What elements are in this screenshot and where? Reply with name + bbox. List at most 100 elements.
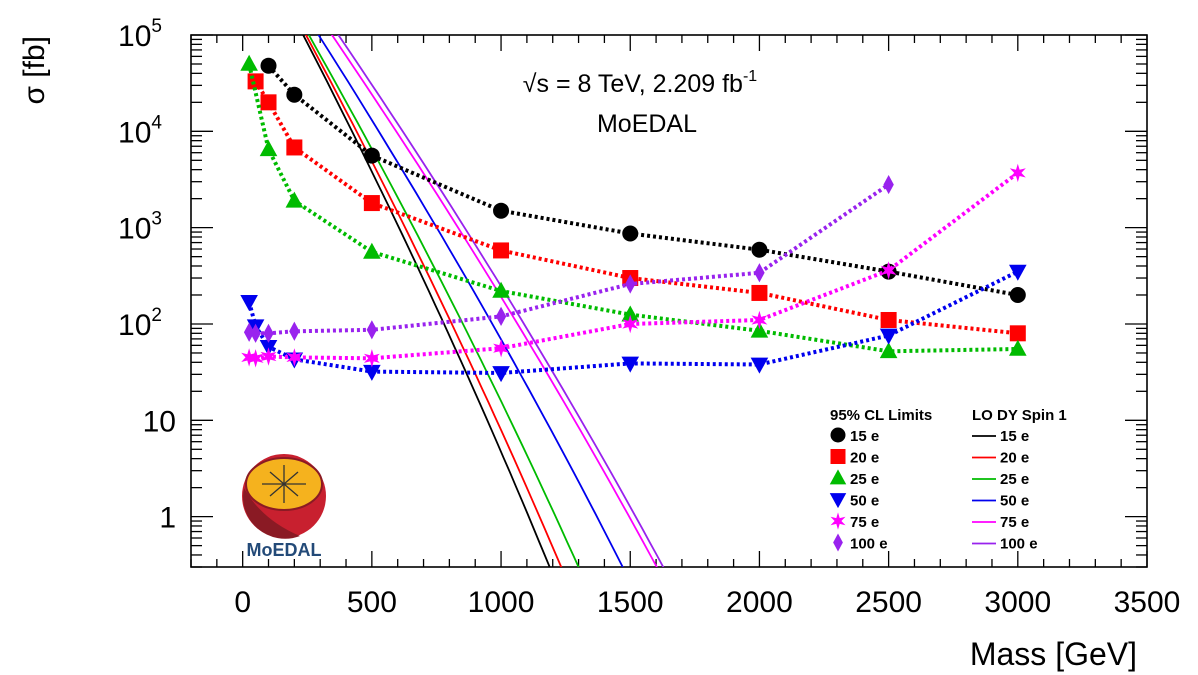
legend-left-title: 95% CL Limits <box>830 407 932 424</box>
y-tick-label-base: 10 <box>118 213 151 246</box>
legend-right-title: LO DY Spin 1 <box>972 407 1067 424</box>
energy-label-text: √s = 8 TeV, 2.209 fb <box>523 70 743 98</box>
theory-curve-20e <box>304 35 563 567</box>
marker-star <box>247 349 264 368</box>
marker-star <box>1009 163 1026 183</box>
marker-circle <box>622 225 639 242</box>
theory-curve-15e <box>302 35 551 567</box>
x-tick-label: 1000 <box>468 586 535 619</box>
experiment-label: MoEDAL <box>597 110 697 138</box>
marker-diamond <box>754 263 765 283</box>
marker-diamond <box>883 174 894 195</box>
marker-diamond <box>250 323 261 343</box>
marker-triangle-up <box>492 281 510 298</box>
theory-curve-25e <box>307 35 580 567</box>
legend-limit-label: 20 e <box>850 450 879 467</box>
series-line <box>248 171 1020 361</box>
marker-diamond <box>625 274 636 294</box>
marker-diamond <box>366 320 378 340</box>
marker-triangle-down <box>492 366 510 383</box>
logo-arrows-icon <box>262 465 306 503</box>
y-tick-label-base: 10 <box>118 116 151 149</box>
marker-triangle-up <box>621 305 640 322</box>
y-axis-label: σ [fb] <box>18 36 51 105</box>
marker-square <box>751 284 768 301</box>
theory-curves <box>302 35 665 567</box>
x-tick-label: 500 <box>347 586 397 619</box>
marker-triangle-up <box>829 469 847 485</box>
marker-triangle-up <box>750 321 769 338</box>
marker-square <box>363 195 380 212</box>
marker-triangle-down <box>621 356 640 373</box>
legend: 95% CL Limits LO DY Spin 1 15 e 15 e 20 e 2… <box>829 407 1067 553</box>
legend-limit-label: 75 e <box>850 514 879 531</box>
marker-square <box>247 73 264 90</box>
marker-star <box>286 348 303 367</box>
marker-diamond <box>833 533 843 552</box>
y-tick-label: 1 <box>159 502 176 535</box>
legend-limit-label: 50 e <box>850 493 879 510</box>
y-tick-label-exponent: 2 <box>151 305 162 326</box>
series-line <box>247 269 1019 376</box>
marker-triangle-up <box>240 54 258 71</box>
series-75e <box>241 163 1026 368</box>
legend-theory-label: 20 e <box>1000 450 1029 467</box>
marker-circle <box>286 86 303 103</box>
marker-star <box>260 347 277 366</box>
x-tick-label: 1500 <box>597 586 664 619</box>
marker-triangle-down <box>879 328 898 345</box>
marker-triangle-up <box>285 191 304 208</box>
legend-theory-label: 25 e <box>1000 471 1029 488</box>
energy-label: √s = 8 TeV, 2.209 fb-1 <box>523 68 757 98</box>
marker-circle <box>751 241 768 258</box>
theory-curve-100e <box>337 35 665 567</box>
logo-dark-shade <box>243 488 300 539</box>
marker-diamond <box>289 321 300 341</box>
legend-limit-label: 100 e <box>850 536 888 553</box>
legend-theory-label: 100 e <box>1000 536 1038 553</box>
marker-star <box>363 349 380 368</box>
marker-star <box>880 261 897 280</box>
marker-star <box>751 310 768 330</box>
marker-square <box>1009 325 1026 342</box>
x-tick-label: 2500 <box>855 586 922 619</box>
marker-diamond <box>263 323 274 343</box>
data-series <box>240 54 1027 383</box>
marker-triangle-up <box>363 242 381 259</box>
legend-theory-label: 50 e <box>1000 493 1029 510</box>
legend-limit-label: 15 e <box>850 428 879 445</box>
x-tick-label: 0 <box>234 586 251 619</box>
y-tick-label-base: 10 <box>118 20 151 53</box>
plot-frame <box>190 34 1148 568</box>
series-line <box>248 182 890 336</box>
y-tick-label-base: 10 <box>118 309 151 342</box>
x-tick-label: 2000 <box>726 586 793 619</box>
series-100e <box>243 174 894 343</box>
theory-curve-75e <box>330 35 658 567</box>
theory-curve-50e <box>317 35 624 567</box>
marker-circle <box>493 202 510 219</box>
legend-theory-label: 75 e <box>1000 514 1029 531</box>
marker-circle <box>830 427 846 443</box>
y-tick-label: 10 <box>143 405 176 438</box>
x-tick-label: 3500 <box>1114 586 1181 619</box>
axis-ticks: 0 500 1000 1500 2000 2500 3000 3500110102103104… <box>118 16 1180 619</box>
series-25e <box>240 54 1027 359</box>
y-tick-label-exponent: 5 <box>151 16 162 37</box>
marker-triangle-up <box>879 342 898 359</box>
series-line <box>267 64 1019 297</box>
y-tick-label-base: 10 <box>143 405 176 438</box>
marker-star <box>622 314 639 334</box>
marker-circle <box>260 57 277 74</box>
legend-limit-label: 25 e <box>850 471 879 488</box>
marker-circle <box>363 147 380 164</box>
marker-triangle-up <box>259 140 278 157</box>
marker-star <box>830 512 846 530</box>
y-tick-label-exponent: 3 <box>151 209 162 230</box>
marker-triangle-up <box>1009 339 1027 356</box>
marker-star <box>493 339 509 358</box>
marker-star <box>241 348 258 367</box>
marker-square <box>260 94 277 111</box>
marker-circle <box>1009 286 1026 303</box>
